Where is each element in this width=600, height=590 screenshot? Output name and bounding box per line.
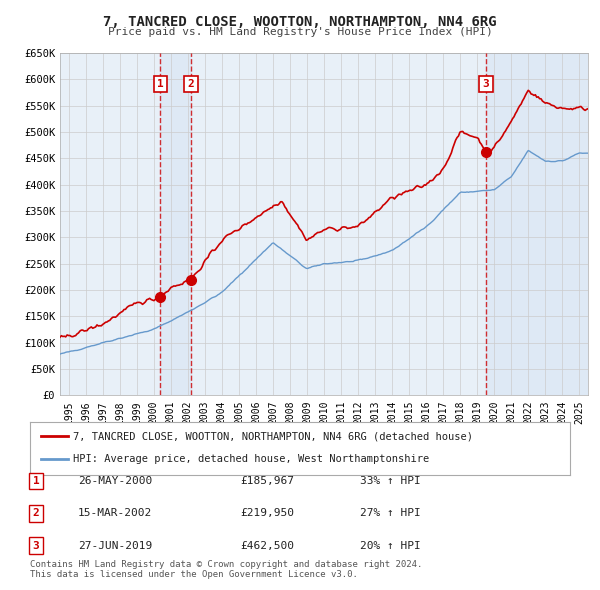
Text: 3: 3 [482, 79, 489, 89]
Text: 15-MAR-2002: 15-MAR-2002 [78, 509, 152, 518]
Text: £185,967: £185,967 [240, 476, 294, 486]
Text: 27% ↑ HPI: 27% ↑ HPI [360, 509, 421, 518]
Bar [160, 53, 191, 395]
Text: £219,950: £219,950 [240, 509, 294, 518]
Text: HPI: Average price, detached house, West Northamptonshire: HPI: Average price, detached house, West… [73, 454, 430, 464]
Text: 7, TANCRED CLOSE, WOOTTON, NORTHAMPTON, NN4 6RG (detached house): 7, TANCRED CLOSE, WOOTTON, NORTHAMPTON, … [73, 431, 473, 441]
Text: Price paid vs. HM Land Registry's House Price Index (HPI): Price paid vs. HM Land Registry's House … [107, 27, 493, 37]
Text: 1: 1 [157, 79, 164, 89]
Text: 3: 3 [32, 541, 40, 550]
Text: 2: 2 [188, 79, 194, 89]
Text: 20% ↑ HPI: 20% ↑ HPI [360, 541, 421, 550]
Text: 7, TANCRED CLOSE, WOOTTON, NORTHAMPTON, NN4 6RG: 7, TANCRED CLOSE, WOOTTON, NORTHAMPTON, … [103, 15, 497, 29]
Text: £462,500: £462,500 [240, 541, 294, 550]
Text: 27-JUN-2019: 27-JUN-2019 [78, 541, 152, 550]
Text: 2: 2 [32, 509, 40, 518]
Bar [486, 53, 588, 395]
Text: 1: 1 [32, 476, 40, 486]
Text: 33% ↑ HPI: 33% ↑ HPI [360, 476, 421, 486]
Text: Contains HM Land Registry data © Crown copyright and database right 2024.
This d: Contains HM Land Registry data © Crown c… [30, 560, 422, 579]
Text: 26-MAY-2000: 26-MAY-2000 [78, 476, 152, 486]
